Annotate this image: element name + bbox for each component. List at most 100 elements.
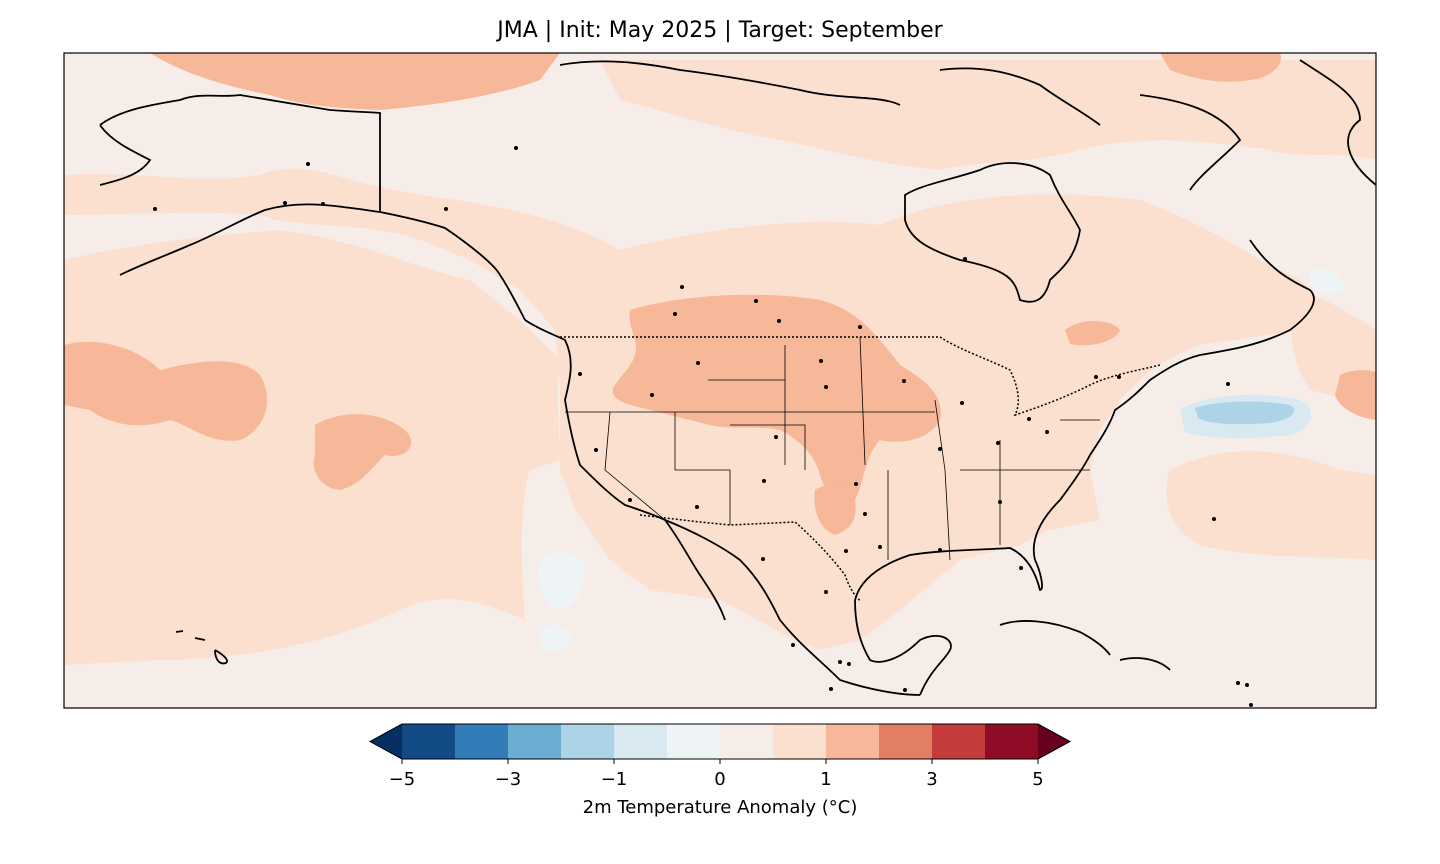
city-dot <box>761 557 765 561</box>
city-dot <box>824 385 828 389</box>
map-frame <box>63 52 1377 709</box>
coastline-hawaii <box>175 630 228 665</box>
warm2-region-greenland <box>1335 370 1376 420</box>
coastline-caribbean <box>999 620 1171 671</box>
city-dot <box>321 202 325 206</box>
warm2-region-northwest <box>150 53 560 110</box>
city-dot <box>938 447 942 451</box>
colorbar-extend-high <box>1038 724 1070 759</box>
warm2-region-texas <box>814 484 856 535</box>
city-dot <box>695 505 699 509</box>
warm2-region-pacific-island <box>313 414 412 490</box>
warm2-region-northeast <box>1160 53 1281 82</box>
city-dot <box>1212 517 1216 521</box>
city-dot <box>1236 681 1240 685</box>
city-dot <box>1117 375 1121 379</box>
city-dot <box>628 498 632 502</box>
city-dot <box>829 687 833 691</box>
city-dot <box>306 162 310 166</box>
colorbar-segment <box>826 724 880 759</box>
coastline-east-us <box>1032 239 1315 561</box>
colorbar-segment <box>879 724 933 759</box>
city-dot <box>938 548 942 552</box>
city-dot <box>963 257 967 261</box>
city-dot <box>153 207 157 211</box>
colorbar-segment <box>508 724 562 759</box>
city-dot <box>762 479 766 483</box>
city-dot <box>1249 703 1253 707</box>
city-dot <box>696 361 700 365</box>
city-dot <box>1245 683 1249 687</box>
colorbar-tick-label: −1 <box>600 769 628 790</box>
anomaly-field <box>64 53 1376 708</box>
city-dot <box>283 201 287 205</box>
city-dot <box>838 660 842 664</box>
colorbar-segment <box>614 724 668 759</box>
coastline-gulf <box>854 547 1043 696</box>
colorbar-segment <box>720 724 774 759</box>
city-dot <box>444 207 448 211</box>
city-dot <box>673 312 677 316</box>
colorbar-segment <box>667 724 721 759</box>
colorbar-segment <box>402 724 456 759</box>
city-dot <box>844 549 848 553</box>
us-state-lines <box>565 336 1100 561</box>
city-dot <box>594 448 598 452</box>
city-dot <box>878 545 882 549</box>
city-dot <box>863 512 867 516</box>
colorbar-tick-label: 3 <box>926 769 938 790</box>
city-markers <box>153 146 1253 707</box>
city-dot <box>998 500 1002 504</box>
map-title: JMA | Init: May 2025 | Target: September <box>497 18 943 43</box>
city-dot <box>1226 382 1230 386</box>
colorbar-tick-label: −3 <box>494 769 522 790</box>
cool-region-pacific-1 <box>538 551 585 610</box>
colorbar-tick-label: 1 <box>820 769 832 790</box>
warm-region-atlantic <box>1166 451 1376 560</box>
coastline-hudson-bay <box>904 162 1081 303</box>
city-dot <box>996 441 1000 445</box>
city-dot <box>824 590 828 594</box>
state-borders <box>560 336 1161 601</box>
city-dot <box>902 379 906 383</box>
city-dot <box>854 482 858 486</box>
colorbar-segment <box>561 724 615 759</box>
city-dot <box>1094 375 1098 379</box>
city-dot <box>514 146 518 150</box>
warm2-region-plains <box>612 294 941 502</box>
colorbar-tick-label: 5 <box>1032 769 1044 790</box>
colorbar <box>368 723 1072 764</box>
colorbar-segment <box>985 724 1039 759</box>
city-dot <box>578 372 582 376</box>
coastline-arctic-islands <box>559 59 1376 191</box>
warm2-region-pacific-west <box>64 341 268 441</box>
colorbar-label: 2m Temperature Anomaly (°C) <box>582 797 858 818</box>
colorbar-extend-low <box>370 724 402 759</box>
colorbar-tick-label: 0 <box>714 769 726 790</box>
warm-region-pacific <box>64 230 560 665</box>
city-dot <box>650 393 654 397</box>
city-dot <box>903 688 907 692</box>
colorbar-segment <box>455 724 509 759</box>
cool-region-labrador <box>1310 268 1345 295</box>
us-mexico-border <box>639 514 861 601</box>
city-dot <box>847 662 851 666</box>
colorbar-segment <box>773 724 827 759</box>
city-dot <box>1027 417 1031 421</box>
cool3-region-atlantic <box>1195 401 1294 425</box>
city-dot <box>960 401 964 405</box>
city-dot <box>754 299 758 303</box>
cool-region-pacific-2 <box>540 624 572 652</box>
city-dot <box>1019 566 1023 570</box>
colorbar-tick-label: −5 <box>388 769 416 790</box>
city-dot <box>791 643 795 647</box>
coastlines <box>99 59 1376 696</box>
warm2-region-hudson <box>1065 321 1120 346</box>
coastline-west-us <box>524 319 921 696</box>
city-dot <box>819 359 823 363</box>
city-dot <box>1045 430 1049 434</box>
colorbar-segment <box>932 724 986 759</box>
city-dot <box>774 435 778 439</box>
warm-region-arctic <box>600 60 1376 170</box>
